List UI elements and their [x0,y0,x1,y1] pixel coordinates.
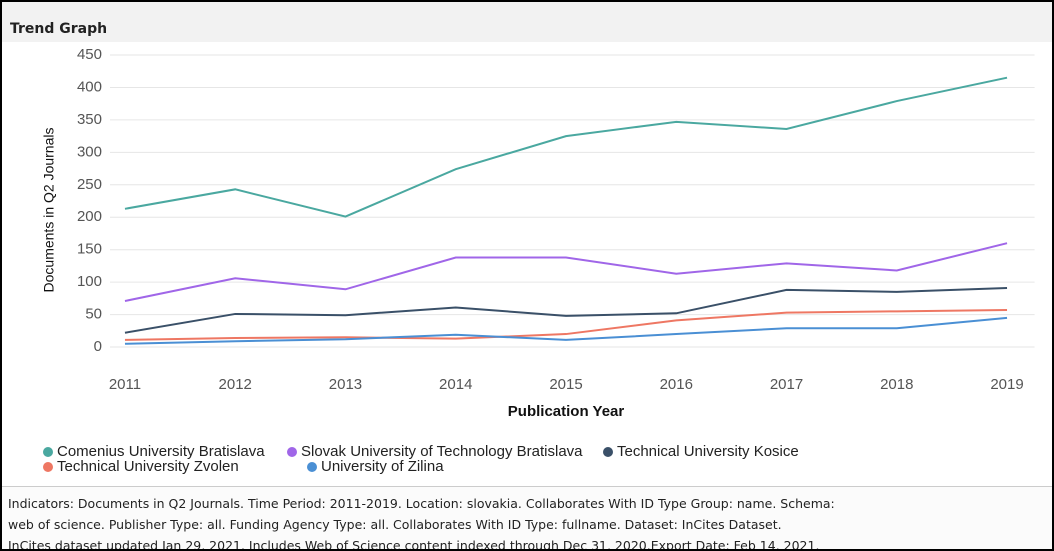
legend-label: Technical University Kosice [617,443,799,460]
x-tick-label: 2014 [439,376,472,393]
x-tick-label: 2019 [990,376,1023,393]
y-tick-label: 300 [77,143,102,160]
y-tick-label: 150 [77,241,102,258]
y-axis-title: Documents in Q2 Journals [41,128,57,293]
x-tick-label: 2017 [770,376,803,393]
x-tick-label: 2016 [660,376,693,393]
x-tick-label: 2013 [329,376,362,393]
legend-label: Comenius University Bratislava [57,443,265,460]
series-line [124,309,1008,341]
legend-label: Slovak University of Technology Bratisla… [301,443,583,460]
series-line [124,242,1008,302]
chart: Trend Graph Documents in Q2 Journals Pub… [2,2,1052,475]
y-tick-label: 400 [77,78,102,95]
panel-title: Trend Graph [10,21,107,37]
x-tick-label: 2015 [549,376,582,393]
x-axis-title: Publication Year [508,403,625,420]
legend-marker [287,447,297,457]
legend-marker [603,447,613,457]
series-line [124,76,1008,218]
header-bar [2,2,1052,42]
series-line [124,316,1008,345]
series-line [124,286,1008,334]
x-tick-label: 2011 [109,376,141,393]
footer-line: Indicators: Documents in Q2 Journals. Ti… [8,496,835,511]
legend-marker [43,462,53,472]
footer-line: web of science. Publisher Type: all. Fun… [8,517,782,532]
y-tick-label: 50 [85,306,102,323]
x-tick-label: 2018 [880,376,913,393]
legend-label: University of Zilina [321,458,444,475]
legend-marker [43,447,53,457]
y-tick-label: 250 [77,176,102,193]
y-tick-label: 200 [77,208,102,225]
legend-marker [307,462,317,472]
y-tick-label: 100 [77,273,102,290]
x-tick-label: 2012 [219,376,252,393]
y-tick-label: 450 [77,46,102,63]
footer: Indicators: Documents in Q2 Journals. Ti… [2,486,1052,549]
footer-line: InCites dataset updated Jan 29, 2021. In… [8,538,820,551]
y-tick-label: 0 [94,338,102,355]
y-tick-label: 350 [77,111,102,128]
legend-label: Technical University Zvolen [57,458,239,475]
